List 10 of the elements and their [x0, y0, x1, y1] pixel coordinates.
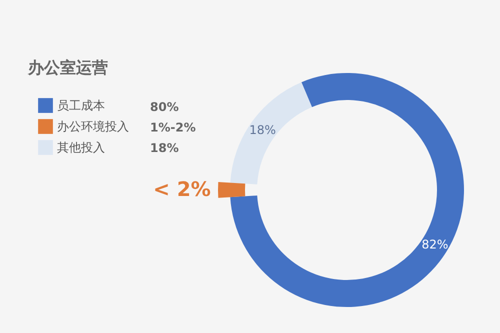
data-label: < 2% [153, 176, 211, 201]
text: 80% [150, 100, 179, 114]
data-label: 82% [422, 238, 448, 252]
data-label: 18% [249, 123, 276, 138]
legend-label: 员工成本 [57, 98, 105, 112]
text: 1%-2% [150, 120, 196, 134]
legend-label: 办公环境投入 [57, 120, 129, 134]
legend-label: 其他投入 [57, 140, 105, 154]
chart-title: 办公室运营 [27, 58, 108, 77]
text: 18% [150, 141, 179, 155]
